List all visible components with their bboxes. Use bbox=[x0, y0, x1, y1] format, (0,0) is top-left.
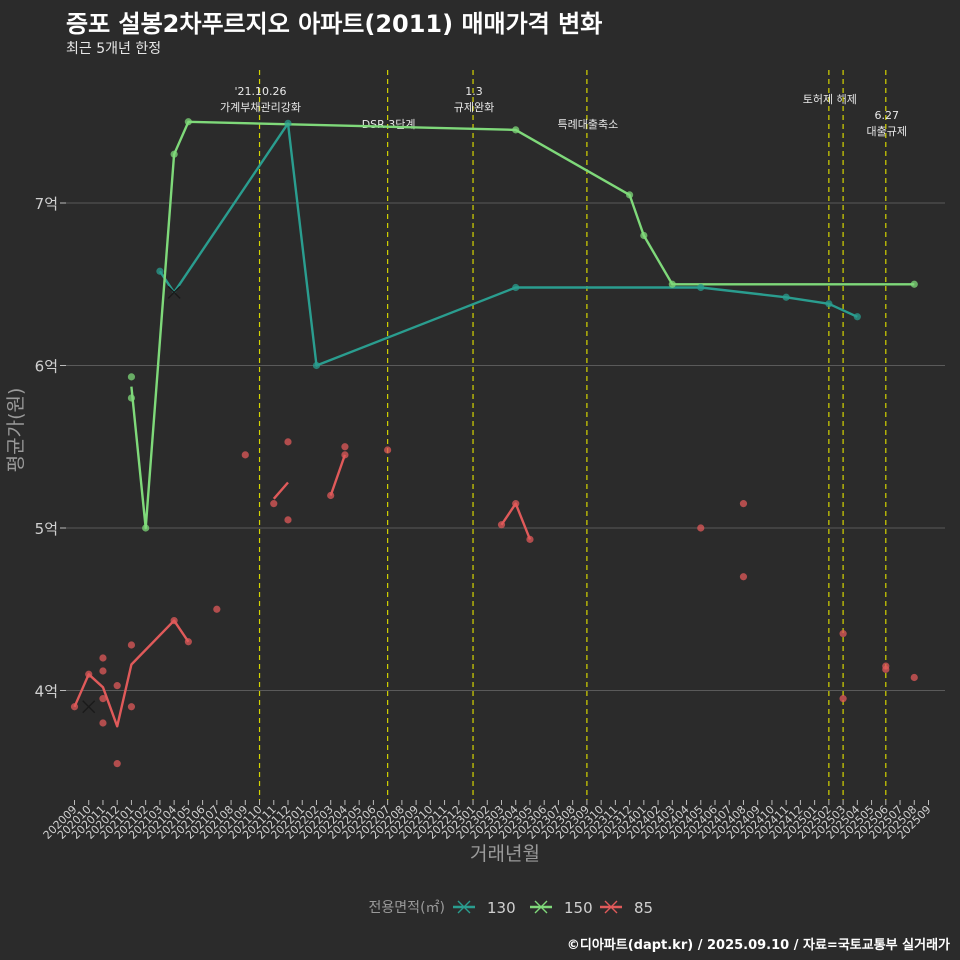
event-label: 6.27 bbox=[875, 109, 900, 122]
data-point-150 bbox=[640, 231, 648, 240]
data-point-85 bbox=[127, 703, 136, 711]
data-point-130 bbox=[512, 283, 520, 292]
series-line-85 bbox=[329, 454, 347, 496]
event-label: 가계부채관리강화 bbox=[220, 101, 301, 114]
x-axis-title: 거래년월 bbox=[470, 843, 540, 865]
data-point-85 bbox=[910, 673, 918, 682]
data-point-130 bbox=[312, 361, 321, 370]
data-point-150 bbox=[127, 394, 136, 402]
data-point-85 bbox=[839, 630, 847, 638]
y-axis-title: 평균가(원) bbox=[5, 388, 27, 473]
data-point-130 bbox=[782, 293, 790, 301]
legend-label-85: 85 bbox=[634, 899, 653, 917]
data-point-85 bbox=[327, 491, 335, 500]
legend-swatch-cross bbox=[604, 900, 618, 914]
data-point-85 bbox=[739, 500, 748, 508]
legend-swatch-cross bbox=[534, 900, 548, 914]
data-point-150 bbox=[910, 280, 918, 288]
data-point-85 bbox=[113, 682, 121, 690]
event-label: '21.10.26 bbox=[235, 85, 287, 98]
data-point-85 bbox=[512, 500, 520, 508]
legend-title: 전용면적(㎡) bbox=[369, 900, 445, 916]
legend-label-150: 150 bbox=[564, 899, 593, 917]
data-point-150 bbox=[512, 126, 520, 134]
cross-marker-85 bbox=[82, 700, 96, 714]
data-point-85 bbox=[85, 670, 93, 678]
data-point-85 bbox=[241, 451, 249, 459]
data-point-150 bbox=[170, 150, 178, 158]
cross-marker-130 bbox=[167, 285, 181, 299]
data-point-85 bbox=[99, 719, 107, 727]
data-point-85 bbox=[113, 760, 121, 768]
data-point-85 bbox=[99, 667, 107, 675]
data-point-130 bbox=[697, 283, 705, 292]
source-caption: ©디아파트(dapt.kr) / 2025.09.10 / 자료=국토교통부 실… bbox=[566, 938, 950, 953]
event-label: 대출규제 bbox=[867, 125, 907, 138]
series-line-85 bbox=[272, 481, 289, 500]
data-point-85 bbox=[99, 695, 107, 703]
data-point-150 bbox=[626, 191, 634, 199]
legend-swatch-cross bbox=[457, 900, 471, 914]
series-line-85 bbox=[500, 502, 532, 540]
event-label: 토허제 해제 bbox=[803, 92, 857, 106]
data-point-150 bbox=[142, 524, 150, 532]
chart-subtitle: 최근 5개년 한정 bbox=[66, 41, 162, 57]
data-point-150 bbox=[668, 280, 676, 288]
data-point-85 bbox=[127, 641, 136, 649]
y-tick-label: 5억 bbox=[35, 520, 58, 538]
data-point-130 bbox=[825, 300, 833, 308]
data-point-150 bbox=[127, 373, 136, 381]
data-point-85 bbox=[384, 446, 392, 454]
data-point-130 bbox=[156, 267, 164, 275]
data-point-85 bbox=[70, 703, 79, 711]
data-point-85 bbox=[739, 573, 748, 581]
data-point-130 bbox=[284, 119, 292, 127]
legend-label-130: 130 bbox=[487, 899, 516, 917]
event-label: 특례대출축소 bbox=[558, 118, 619, 131]
event-label: DSR 3단계 bbox=[362, 118, 416, 131]
y-tick-label: 4억 bbox=[35, 683, 58, 701]
event-label: 규제완화 bbox=[454, 101, 494, 114]
data-point-85 bbox=[497, 521, 506, 529]
data-point-85 bbox=[526, 535, 534, 543]
series-line-130 bbox=[158, 122, 858, 367]
event-label: 1.3 bbox=[465, 85, 483, 98]
data-point-85 bbox=[341, 451, 349, 459]
y-tick-label: 7억 bbox=[35, 195, 58, 213]
data-point-85 bbox=[697, 524, 705, 532]
data-point-85 bbox=[839, 695, 847, 703]
data-point-85 bbox=[270, 500, 278, 508]
chart-title: 증포 설봉2차푸르지오 아파트(2011) 매매가격 변화 bbox=[66, 10, 603, 38]
data-point-85 bbox=[284, 438, 292, 446]
data-point-130 bbox=[853, 313, 861, 321]
y-tick-label: 6억 bbox=[35, 358, 58, 376]
data-point-85 bbox=[184, 638, 192, 646]
data-point-85 bbox=[99, 654, 107, 662]
data-point-150 bbox=[184, 118, 192, 126]
data-point-85 bbox=[284, 516, 292, 524]
data-point-85 bbox=[213, 605, 221, 613]
data-point-85 bbox=[882, 665, 890, 673]
data-point-85 bbox=[341, 443, 349, 451]
data-point-85 bbox=[170, 617, 178, 625]
